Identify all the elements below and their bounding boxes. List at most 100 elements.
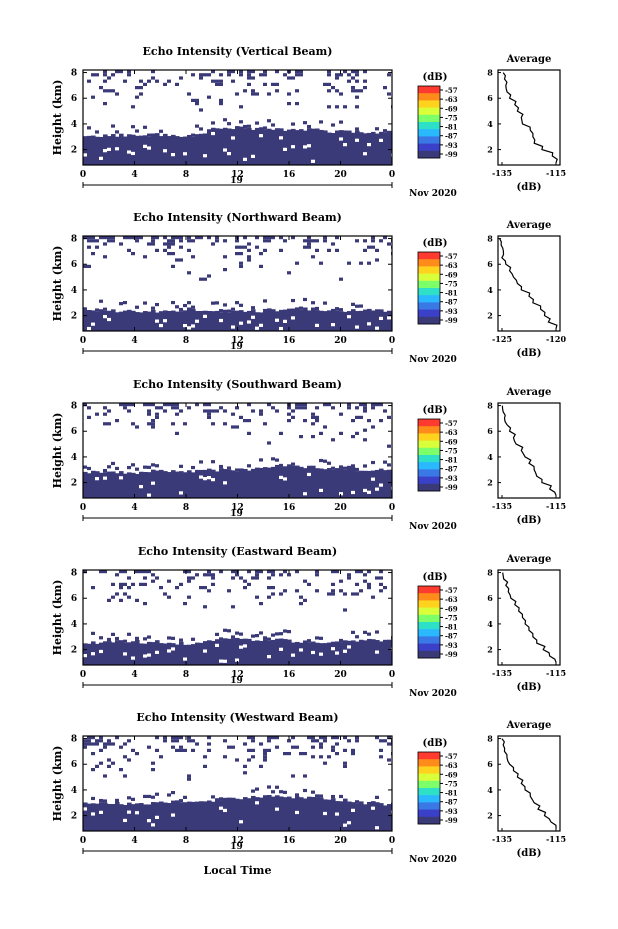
echo-cell xyxy=(99,798,103,803)
low-layer-cell xyxy=(371,310,376,331)
low-layer-cell xyxy=(91,135,96,165)
low-layer-cell xyxy=(247,470,252,498)
profile-y-tick-label: 2 xyxy=(487,811,493,821)
echo-cell xyxy=(103,79,107,83)
echo-cell xyxy=(91,631,95,635)
echo-cell xyxy=(223,268,227,272)
echo-cell xyxy=(255,92,259,96)
layer-gap-cell xyxy=(239,645,243,649)
layer-gap-cell xyxy=(307,144,311,148)
layer-gap-cell xyxy=(183,152,187,156)
echo-cell xyxy=(279,592,283,596)
low-layer-cell xyxy=(187,801,192,831)
echo-cell xyxy=(179,745,183,749)
low-layer-cell xyxy=(311,307,316,331)
low-layer-cell xyxy=(99,136,104,165)
low-layer-cell xyxy=(255,127,260,165)
echo-cell xyxy=(111,632,115,636)
echo-cell xyxy=(159,406,163,410)
echo-cell xyxy=(223,255,227,259)
low-layer-cell xyxy=(271,466,276,498)
low-layer-cell xyxy=(363,309,368,331)
echo-cell xyxy=(303,752,307,756)
echo-cell xyxy=(243,236,247,240)
echo-cell xyxy=(255,570,259,574)
colorbar-swatch xyxy=(418,483,440,492)
layer-gap-cell xyxy=(283,319,287,323)
colorbar-swatch xyxy=(418,586,440,594)
y-axis-label: Height (km) xyxy=(51,80,64,156)
low-layer-cell xyxy=(259,127,264,165)
echo-cell xyxy=(195,102,199,106)
low-layer-cell xyxy=(147,804,152,831)
echo-cell xyxy=(331,466,335,470)
echo-cell xyxy=(191,576,195,580)
low-layer-cell xyxy=(215,798,220,831)
low-layer-cell xyxy=(191,801,196,831)
echo-cell xyxy=(271,570,275,574)
echo-cell xyxy=(239,261,243,265)
echo-cell xyxy=(215,236,219,240)
echo-cell xyxy=(287,630,291,634)
layer-gap-cell xyxy=(335,651,339,655)
echo-cell xyxy=(151,463,155,467)
y-tick-label: 2 xyxy=(71,812,77,822)
echo-cell xyxy=(259,631,263,635)
echo-cell xyxy=(115,92,119,96)
low-layer-cell xyxy=(159,311,164,331)
echo-cell xyxy=(223,239,227,243)
echo-cell xyxy=(167,239,171,243)
echo-cell xyxy=(375,127,379,131)
echo-cell xyxy=(263,755,267,759)
echo-cell xyxy=(151,425,155,429)
echo-cell xyxy=(215,82,219,86)
low-layer-cell xyxy=(331,308,336,331)
low-layer-cell xyxy=(171,134,176,165)
echo-cell xyxy=(323,739,327,743)
echo-cell xyxy=(235,92,239,96)
echo-cell xyxy=(207,742,211,746)
echo-cell xyxy=(187,736,191,740)
low-layer-cell xyxy=(175,644,180,665)
echo-cell xyxy=(387,92,391,96)
echo-cell xyxy=(247,748,251,752)
echo-cell xyxy=(255,573,259,577)
profile-x-label: (dB) xyxy=(517,848,542,859)
echo-cell xyxy=(159,586,163,590)
echo-cell xyxy=(235,425,239,429)
profile-y-tick-label: 8 xyxy=(487,568,493,578)
echo-cell xyxy=(319,261,323,265)
echo-cell xyxy=(171,422,175,426)
echo-cell xyxy=(255,236,259,240)
echo-cell xyxy=(231,412,235,416)
echo-cell xyxy=(207,403,211,407)
echo-cell xyxy=(167,636,171,640)
colorbar-tick-label: -93 xyxy=(445,807,458,816)
echo-cell xyxy=(275,632,279,636)
echo-cell xyxy=(335,570,339,574)
echo-cell xyxy=(87,466,91,471)
colorbar-swatch xyxy=(418,809,440,818)
colorbar-tick-label: -87 xyxy=(445,132,458,141)
echo-cell xyxy=(335,752,339,756)
echo-cell xyxy=(187,576,191,580)
echo-cell xyxy=(219,73,223,77)
echo-cell xyxy=(103,468,107,473)
echo-cell xyxy=(247,248,251,252)
echo-cell xyxy=(235,252,239,256)
echo-cell xyxy=(311,415,315,419)
echo-cell xyxy=(311,239,315,243)
profile-x-tick-label: -115 xyxy=(546,501,566,511)
echo-cell xyxy=(315,239,319,243)
layer-gap-cell xyxy=(379,138,383,142)
echo-cell xyxy=(259,742,263,746)
echo-cell xyxy=(191,133,195,137)
low-layer-cell xyxy=(315,468,320,498)
echo-cell xyxy=(247,431,251,435)
echo-cell xyxy=(351,419,355,423)
colorbar-tick-label: -57 xyxy=(445,752,458,761)
colorbar-tick-label: -99 xyxy=(445,816,458,825)
echo-cell xyxy=(103,89,107,93)
profile-x-tick-label: -115 xyxy=(546,834,566,844)
echo-cell xyxy=(191,465,195,470)
